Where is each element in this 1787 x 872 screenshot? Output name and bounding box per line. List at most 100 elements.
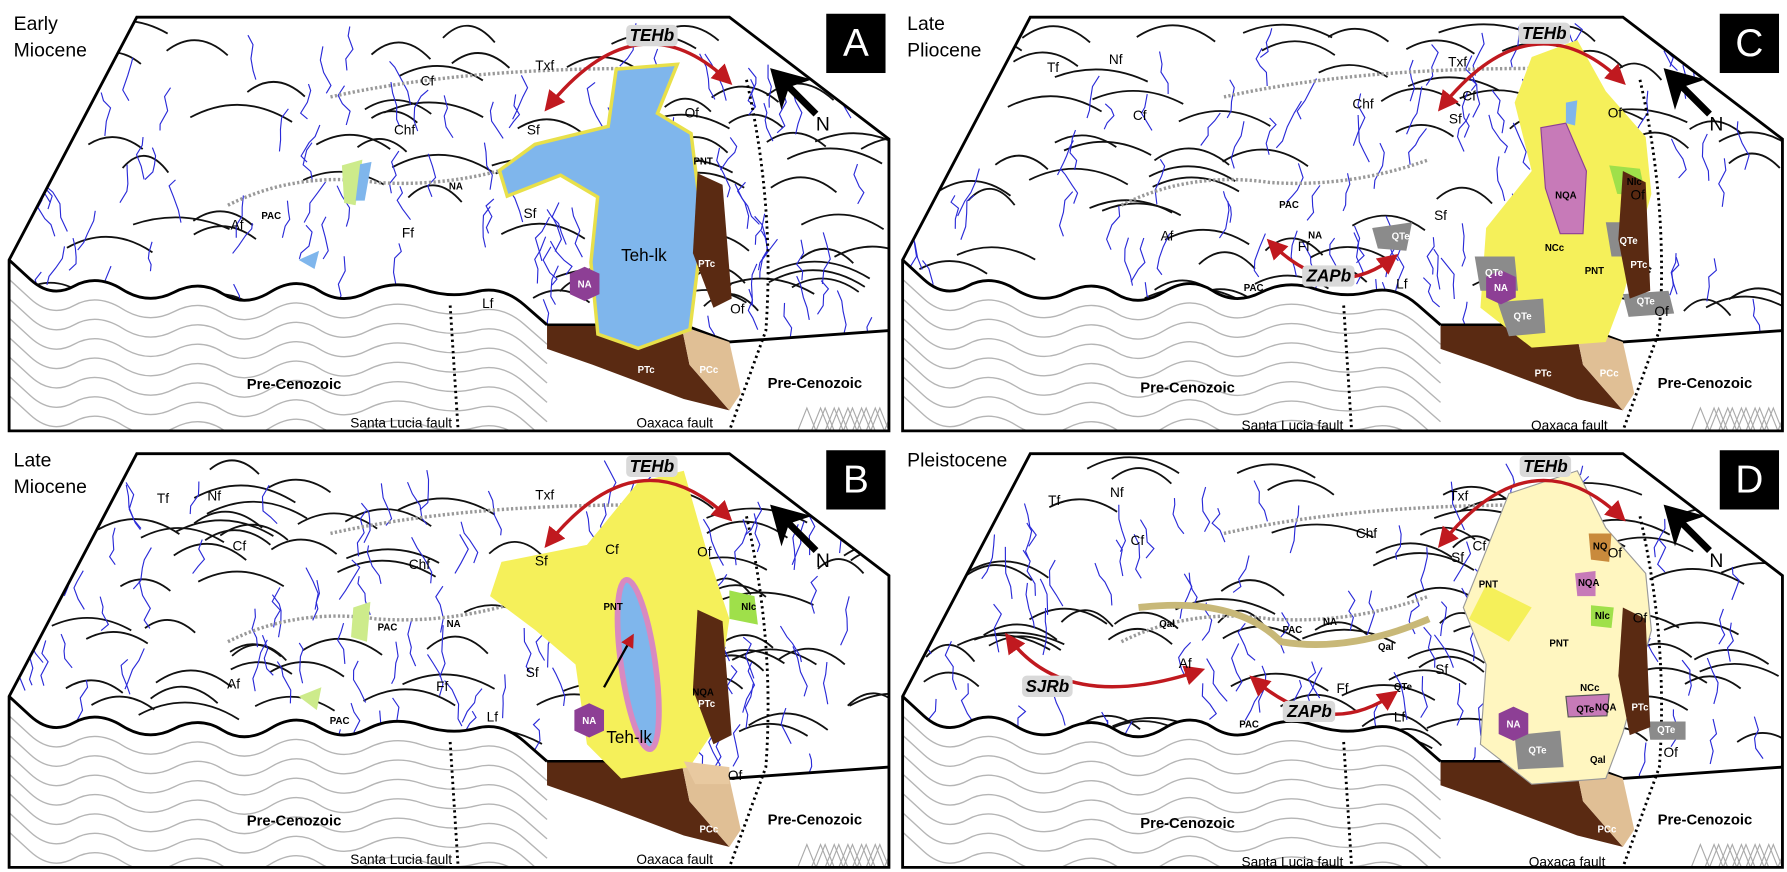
river bbox=[822, 661, 829, 705]
folded-strata bbox=[851, 843, 889, 868]
basin-label: TEHb bbox=[1523, 457, 1568, 476]
river bbox=[742, 661, 756, 713]
strata bbox=[9, 278, 889, 431]
river bbox=[546, 209, 567, 245]
river bbox=[720, 137, 738, 171]
folded-strata bbox=[1745, 406, 1783, 431]
river bbox=[435, 585, 444, 633]
map-label: Tf bbox=[1048, 493, 1060, 508]
ridge-line bbox=[847, 692, 889, 711]
ridge-line bbox=[1271, 523, 1374, 539]
stratum-line bbox=[902, 356, 1441, 423]
river bbox=[744, 683, 754, 729]
ridge-line bbox=[189, 103, 293, 123]
map-label: Santa Lucia fault bbox=[1242, 854, 1344, 869]
river bbox=[1255, 47, 1268, 87]
pond bbox=[298, 250, 320, 270]
ridge-line bbox=[197, 570, 285, 588]
folded-strata bbox=[1731, 843, 1770, 868]
map-label: PNT bbox=[1549, 639, 1568, 650]
river bbox=[419, 470, 430, 511]
map-label: Santa Lucia fault bbox=[350, 852, 452, 867]
ridge-line bbox=[254, 695, 336, 712]
lake bbox=[614, 576, 662, 753]
period-title: Early bbox=[14, 13, 58, 35]
ridge-line bbox=[91, 695, 155, 711]
map-label: QTe bbox=[1394, 682, 1413, 693]
ridge-line bbox=[1718, 131, 1783, 147]
river bbox=[747, 67, 757, 108]
river bbox=[1670, 253, 1678, 295]
river bbox=[1201, 486, 1211, 532]
ridge-line bbox=[150, 685, 219, 704]
ridge-line bbox=[1699, 663, 1780, 677]
ridge-line bbox=[1178, 110, 1271, 127]
map-label: NA bbox=[1506, 719, 1520, 730]
map-label: PNT bbox=[693, 156, 712, 167]
stratum-line bbox=[9, 831, 548, 868]
river bbox=[944, 641, 957, 690]
river bbox=[482, 206, 491, 248]
ridge-line bbox=[1738, 84, 1783, 101]
qte-outcrop bbox=[1647, 721, 1686, 740]
river bbox=[1106, 206, 1121, 250]
map-label: PNT bbox=[1479, 579, 1498, 590]
ridge-line bbox=[119, 578, 171, 592]
ridge-line bbox=[923, 671, 980, 688]
ridge-line bbox=[1060, 609, 1114, 628]
ridge-line bbox=[1649, 568, 1745, 585]
block-outline bbox=[7, 452, 891, 869]
drainage-divide-arrow bbox=[1437, 478, 1626, 549]
river bbox=[853, 163, 865, 205]
basin-label: TEHb bbox=[630, 457, 675, 476]
folded-strata bbox=[810, 843, 849, 868]
fault-trace bbox=[330, 66, 639, 99]
map-label: Nf bbox=[1110, 485, 1124, 500]
river bbox=[427, 153, 437, 197]
ridge-line bbox=[1395, 124, 1455, 138]
ridge-line bbox=[193, 510, 263, 529]
map-label: N bbox=[1709, 550, 1723, 572]
folded-strata bbox=[1704, 406, 1742, 431]
river bbox=[454, 534, 469, 574]
river bbox=[276, 661, 292, 704]
panel-a: Early Miocene A TEHb Txf Cf Chf Sf Of PNT NA PAC Af F… bbox=[7, 13, 891, 433]
ridge-line bbox=[777, 647, 846, 666]
river bbox=[1286, 163, 1304, 203]
nlc-outcrop bbox=[1590, 605, 1614, 629]
map-label: QTe bbox=[1485, 268, 1504, 279]
map-label: Of bbox=[1608, 106, 1623, 121]
river bbox=[1306, 185, 1321, 221]
river bbox=[392, 243, 402, 286]
river bbox=[1231, 643, 1243, 692]
river bbox=[389, 60, 412, 105]
river bbox=[281, 200, 291, 238]
river bbox=[534, 216, 551, 262]
ridge-line bbox=[791, 277, 860, 293]
river bbox=[840, 596, 850, 646]
ridge-line bbox=[994, 154, 1049, 171]
river bbox=[779, 625, 802, 663]
map-label: PTc bbox=[1535, 368, 1553, 379]
river bbox=[782, 302, 793, 342]
river bbox=[321, 216, 329, 260]
period-title: Pleistocene bbox=[907, 450, 1007, 472]
panel-letter-box bbox=[1719, 450, 1780, 510]
ridge-line bbox=[1054, 134, 1117, 148]
pnt-deposits bbox=[1469, 584, 1532, 642]
river bbox=[303, 181, 326, 223]
map-label: Oaxaca fault bbox=[636, 416, 713, 431]
ridge-line bbox=[718, 591, 814, 606]
river bbox=[981, 534, 996, 580]
map-label: Lf bbox=[1396, 277, 1408, 292]
ridge-line bbox=[1442, 485, 1508, 501]
ridge-line bbox=[1222, 148, 1309, 167]
river bbox=[1058, 191, 1074, 237]
qte-outcrop bbox=[1622, 290, 1675, 317]
ridge-line bbox=[1261, 40, 1336, 56]
pcc-block bbox=[1575, 762, 1635, 847]
river bbox=[396, 186, 411, 221]
map-label: Pre-Cenozoic bbox=[768, 813, 863, 829]
ridge-line bbox=[500, 222, 586, 240]
ridge-line bbox=[1267, 479, 1335, 496]
